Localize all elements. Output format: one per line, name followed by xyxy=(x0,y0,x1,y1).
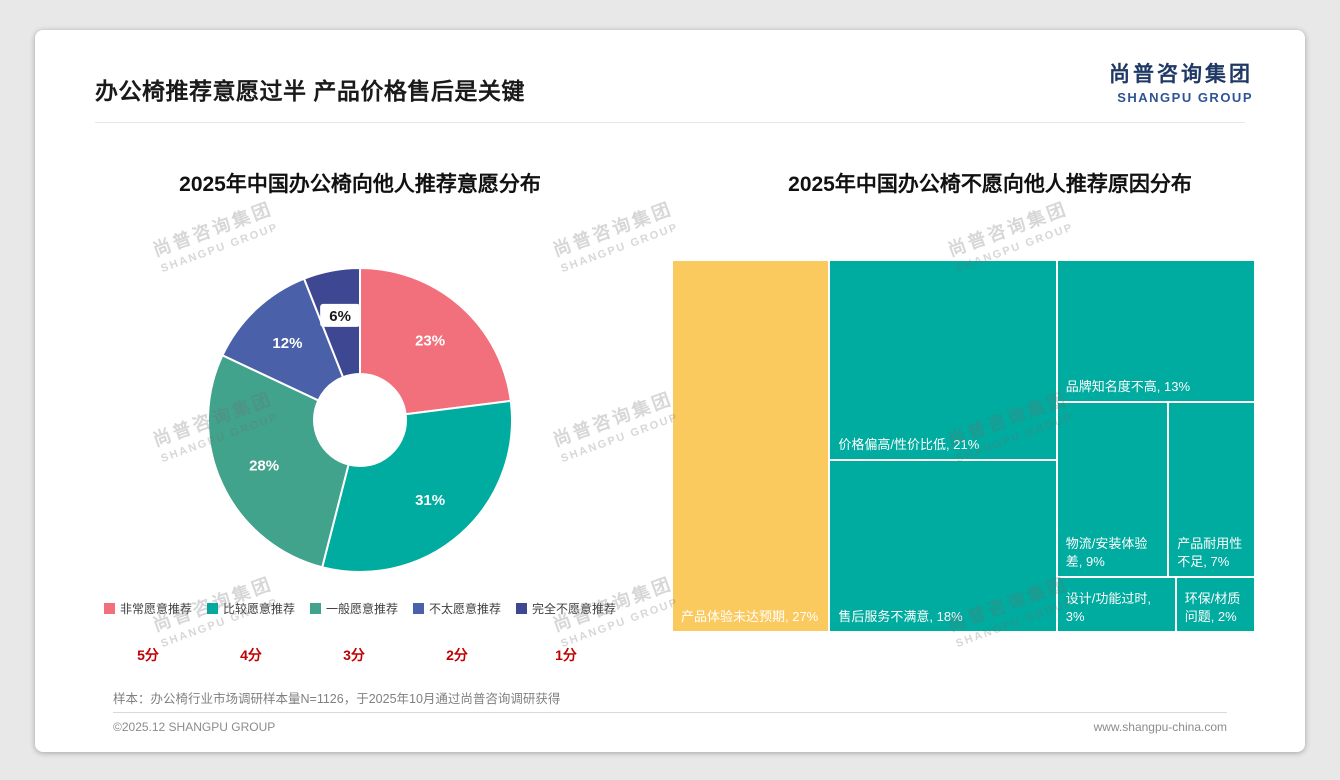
treemap-cell-label: 价格偏高/性价比低, 21% xyxy=(838,437,980,453)
donut-chart: 23% 31% 28% 12% 6% xyxy=(207,266,513,573)
treemap-cell: 物流/安装体验差, 9% xyxy=(1056,402,1169,578)
legend-column: 不太愿意推荐 2分 xyxy=(413,600,501,665)
treemap-cell: 环保/材质问题, 2% xyxy=(1175,577,1255,632)
legend-swatch xyxy=(309,603,321,614)
treemap-cell-label: 环保/材质问题, 2% xyxy=(1184,590,1241,624)
treemap-cell-label: 产品耐用性不足, 7% xyxy=(1177,535,1243,570)
treemap-cell: 设计/功能过时, 3% xyxy=(1056,577,1176,632)
treemap-cell: 售后服务不满意, 18% xyxy=(829,460,1057,632)
legend-column: 非常愿意推荐 5分 xyxy=(103,600,192,665)
footer-divider xyxy=(113,712,1227,713)
watermark: 尚普咨询集团 SHANGPU GROUP xyxy=(550,388,681,466)
score-label: 4分 xyxy=(240,647,262,663)
watermark: 尚普咨询集团 SHANGPU GROUP xyxy=(550,198,681,276)
pie-data-label: 28% xyxy=(249,457,279,474)
treemap-cell: 产品耐用性不足, 7% xyxy=(1168,402,1255,578)
legend-label: 一般愿意推荐 xyxy=(325,602,398,616)
copyright-text: ©2025.12 SHANGPU GROUP xyxy=(113,720,276,734)
slide-card: 办公椅推荐意愿过半 产品价格售后是关键 尚普咨询集团 SHANGPU GROUP… xyxy=(35,30,1305,752)
company-logo: 尚普咨询集团 SHANGPU GROUP xyxy=(1109,58,1253,105)
pie-label-background xyxy=(320,303,361,327)
logo-cn-text: 尚普咨询集团 xyxy=(1109,63,1253,86)
legend-label: 不太愿意推荐 xyxy=(429,602,502,616)
sample-footnote: 样本：办公椅行业市场调研样本量N=1126，于2025年10月通过尚普咨询调研获… xyxy=(113,692,561,706)
pie-segment xyxy=(359,266,512,416)
legend-swatch xyxy=(413,603,424,614)
pie-data-label: 31% xyxy=(415,492,445,509)
header-divider xyxy=(95,122,1245,123)
treemap-cell-label: 物流/安装体验差, 9% xyxy=(1065,535,1148,570)
treemap-cell: 产品体验未达预期, 27% xyxy=(672,260,830,632)
treemap-cell-label: 品牌知名度不高, 13% xyxy=(1065,379,1191,395)
treemap-chart: 产品体验未达预期, 27% 价格偏高/性价比低, 21% 售后服务不满意, 18% 品… xyxy=(672,260,1255,632)
legend-column: 完全不愿意推荐 1分 xyxy=(516,600,616,665)
legend-column: 一般愿意推荐 3分 xyxy=(309,600,398,665)
pie-legend: 非常愿意推荐 5分 比较愿意推荐 4分 一般愿意推荐 3分 不太愿意推荐 2分 完全不愿意推荐 1… xyxy=(60,600,660,665)
treemap-cell-label: 售后服务不满意, 18% xyxy=(838,608,963,624)
legend-item: 不太愿意推荐 xyxy=(413,600,501,617)
treemap-cell-label: 设计/功能过时, 3% xyxy=(1065,590,1151,624)
legend-label: 比较愿意推荐 xyxy=(222,602,295,616)
pie-data-label: 23% xyxy=(415,333,445,350)
legend-column: 比较愿意推荐 4分 xyxy=(206,600,295,665)
score-label: 2分 xyxy=(446,647,468,663)
pie-segment xyxy=(207,353,350,569)
legend-item: 完全不愿意推荐 xyxy=(516,600,616,617)
legend-label: 非常愿意推荐 xyxy=(119,602,192,616)
score-label: 1分 xyxy=(555,647,577,663)
treemap-cell: 品牌知名度不高, 13% xyxy=(1056,260,1255,403)
page-title: 办公椅推荐意愿过半 产品价格售后是关键 xyxy=(95,78,525,104)
legend-item: 比较愿意推荐 xyxy=(206,600,295,617)
pie-data-label: 6% xyxy=(329,308,351,325)
score-label: 3分 xyxy=(343,647,365,663)
footer-bar: ©2025.12 SHANGPU GROUP www.shangpu-china… xyxy=(113,720,1227,734)
treemap-cell: 价格偏高/性价比低, 21% xyxy=(829,260,1057,461)
pie-chart-title: 2025年中国办公椅向他人推荐意愿分布 xyxy=(179,173,541,196)
pie-segment xyxy=(320,399,513,573)
legend-swatch xyxy=(103,603,115,614)
logo-en-text: SHANGPU GROUP xyxy=(1117,90,1253,105)
pie-segment xyxy=(221,277,345,402)
website-link[interactable]: www.shangpu-china.com xyxy=(1093,720,1227,734)
legend-label: 完全不愿意推荐 xyxy=(532,602,617,616)
treemap-chart-title: 2025年中国办公椅不愿向他人推荐原因分布 xyxy=(788,173,1192,196)
treemap-cell-label: 产品体验未达预期, 27% xyxy=(681,608,819,624)
pie-data-label: 12% xyxy=(272,335,302,352)
score-label: 5分 xyxy=(137,647,159,663)
legend-item: 非常愿意推荐 xyxy=(103,600,192,617)
legend-swatch xyxy=(206,603,218,614)
legend-swatch xyxy=(516,603,528,614)
legend-item: 一般愿意推荐 xyxy=(309,600,398,617)
